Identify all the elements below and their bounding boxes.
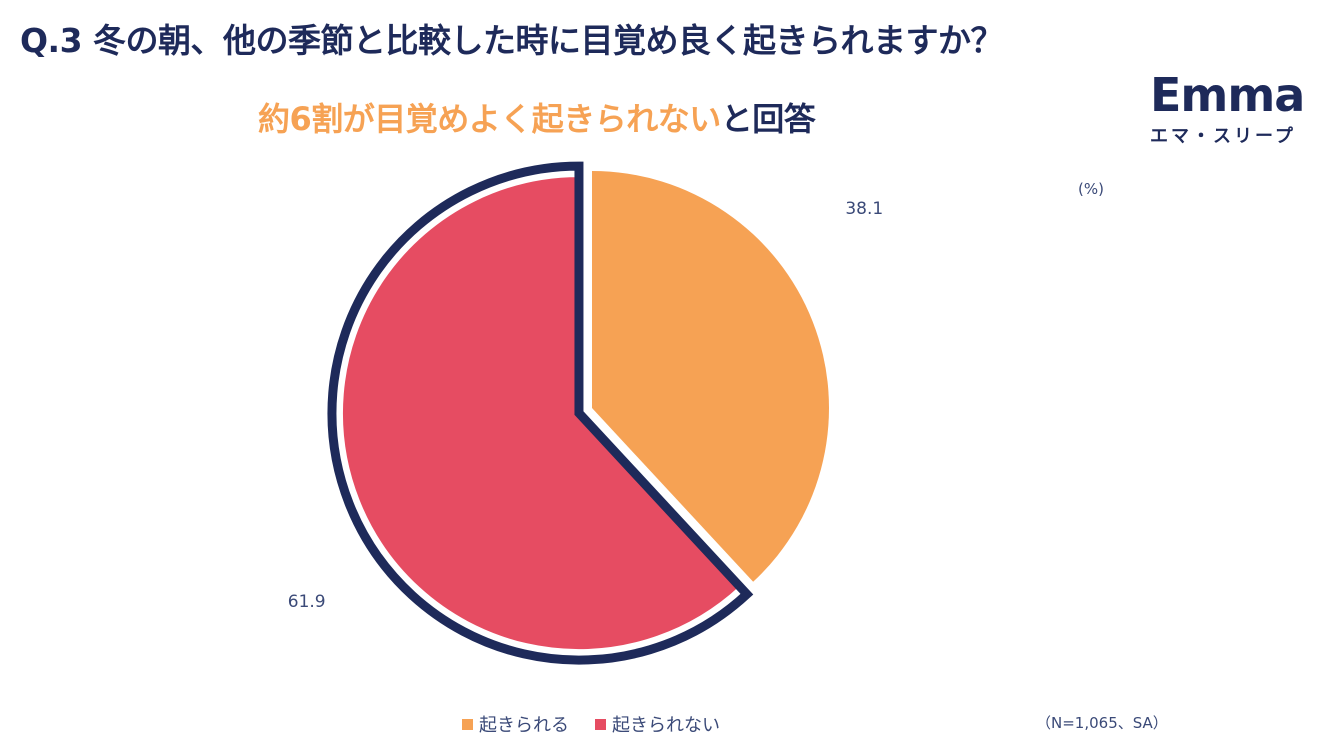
subtitle-highlight: 約6割が目覚めよく起きられない	[258, 100, 721, 138]
pie-slice-0	[592, 171, 829, 582]
highlight-outline	[327, 161, 754, 665]
legend-item-1: 起きられない	[595, 711, 720, 737]
sample-note: （N=1,065、SA）	[1036, 714, 1168, 732]
data-label-0: 38.1	[845, 199, 883, 219]
logo-kana: エマ・スリープ	[1150, 126, 1296, 147]
unit-label: (%)	[1078, 180, 1104, 198]
chart-legend: 起きられる 起きられない	[462, 711, 720, 737]
logo-wordmark: Emma	[1150, 68, 1305, 122]
question-title: Q.3 冬の朝、他の季節と比較した時に目覚め良く起きられますか？	[20, 21, 1004, 60]
legend-label-0: 起きられる	[479, 715, 569, 736]
legend-item-0: 起きられる	[462, 711, 569, 737]
chart-subtitle: 約6割が目覚めよく起きられないと回答	[258, 94, 816, 140]
pie-slice-1	[340, 175, 742, 652]
legend-swatch-1	[595, 718, 606, 730]
subtitle-rest: と回答	[720, 100, 816, 138]
emma-logo: Emma エマ・スリープ	[1150, 72, 1320, 148]
legend-label-1: 起きられない	[612, 715, 720, 736]
data-label-1: 61.9	[288, 592, 326, 612]
legend-swatch-0	[462, 718, 473, 730]
